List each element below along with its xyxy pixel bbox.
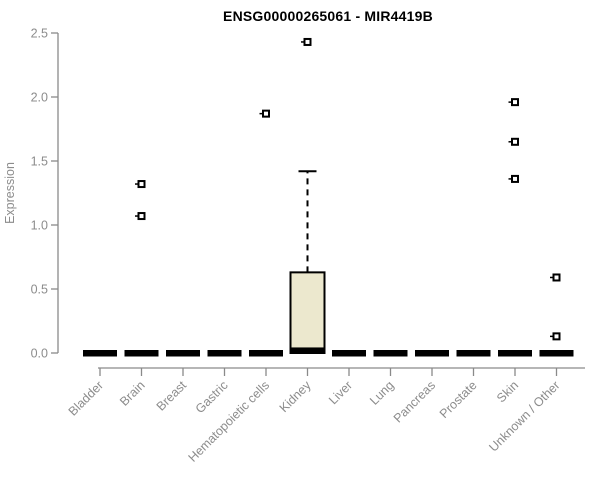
y-tick-label: 0.0 — [31, 347, 48, 361]
outlier-point — [511, 98, 519, 107]
chart-title: ENSG00000265061 - MIR4419B — [223, 8, 433, 24]
median-bar — [498, 350, 532, 357]
outlier-point — [262, 109, 270, 118]
outlier-point — [552, 332, 561, 341]
x-tick-label: Skin — [494, 378, 521, 405]
x-tick-label: Prostate — [437, 378, 480, 421]
median-bar — [207, 350, 242, 357]
median-bar — [290, 347, 325, 354]
x-tick-label: Brain — [117, 378, 148, 409]
y-tick-label: 2.0 — [31, 91, 48, 105]
median-bar — [373, 350, 408, 357]
median-bar — [124, 350, 159, 357]
x-tick-label: Unknown / Other — [486, 378, 562, 454]
y-tick-label: 2.5 — [31, 27, 48, 41]
x-tick-label: Lung — [367, 378, 397, 408]
y-axis-title: Expression — [3, 162, 17, 224]
x-tick-label: Kidney — [277, 378, 314, 415]
outlier-point — [511, 137, 519, 146]
box — [289, 271, 326, 354]
y-tick-label: 1.0 — [31, 219, 48, 233]
x-tick-label: Breast — [154, 378, 190, 414]
x-tick-label: Pancreas — [391, 378, 438, 425]
x-tick-label: Gastric — [193, 378, 231, 416]
median-bar — [83, 350, 117, 357]
median-bar — [332, 350, 366, 357]
outlier-point — [511, 174, 519, 183]
x-tick-label: Liver — [326, 378, 355, 407]
median-bar — [166, 350, 200, 357]
outlier-point — [552, 273, 561, 282]
y-tick-label: 1.5 — [31, 155, 48, 169]
x-tick-label: Hematopoietic cells — [186, 378, 273, 465]
y-tick-label: 0.5 — [31, 283, 48, 297]
outlier-point — [303, 37, 312, 46]
median-bar — [456, 350, 491, 357]
median-bar — [415, 350, 449, 357]
outlier-point — [137, 180, 146, 189]
median-bar — [249, 350, 283, 357]
x-tick-label: Bladder — [66, 378, 106, 418]
outlier-point — [137, 212, 146, 221]
median-bar — [539, 350, 574, 357]
